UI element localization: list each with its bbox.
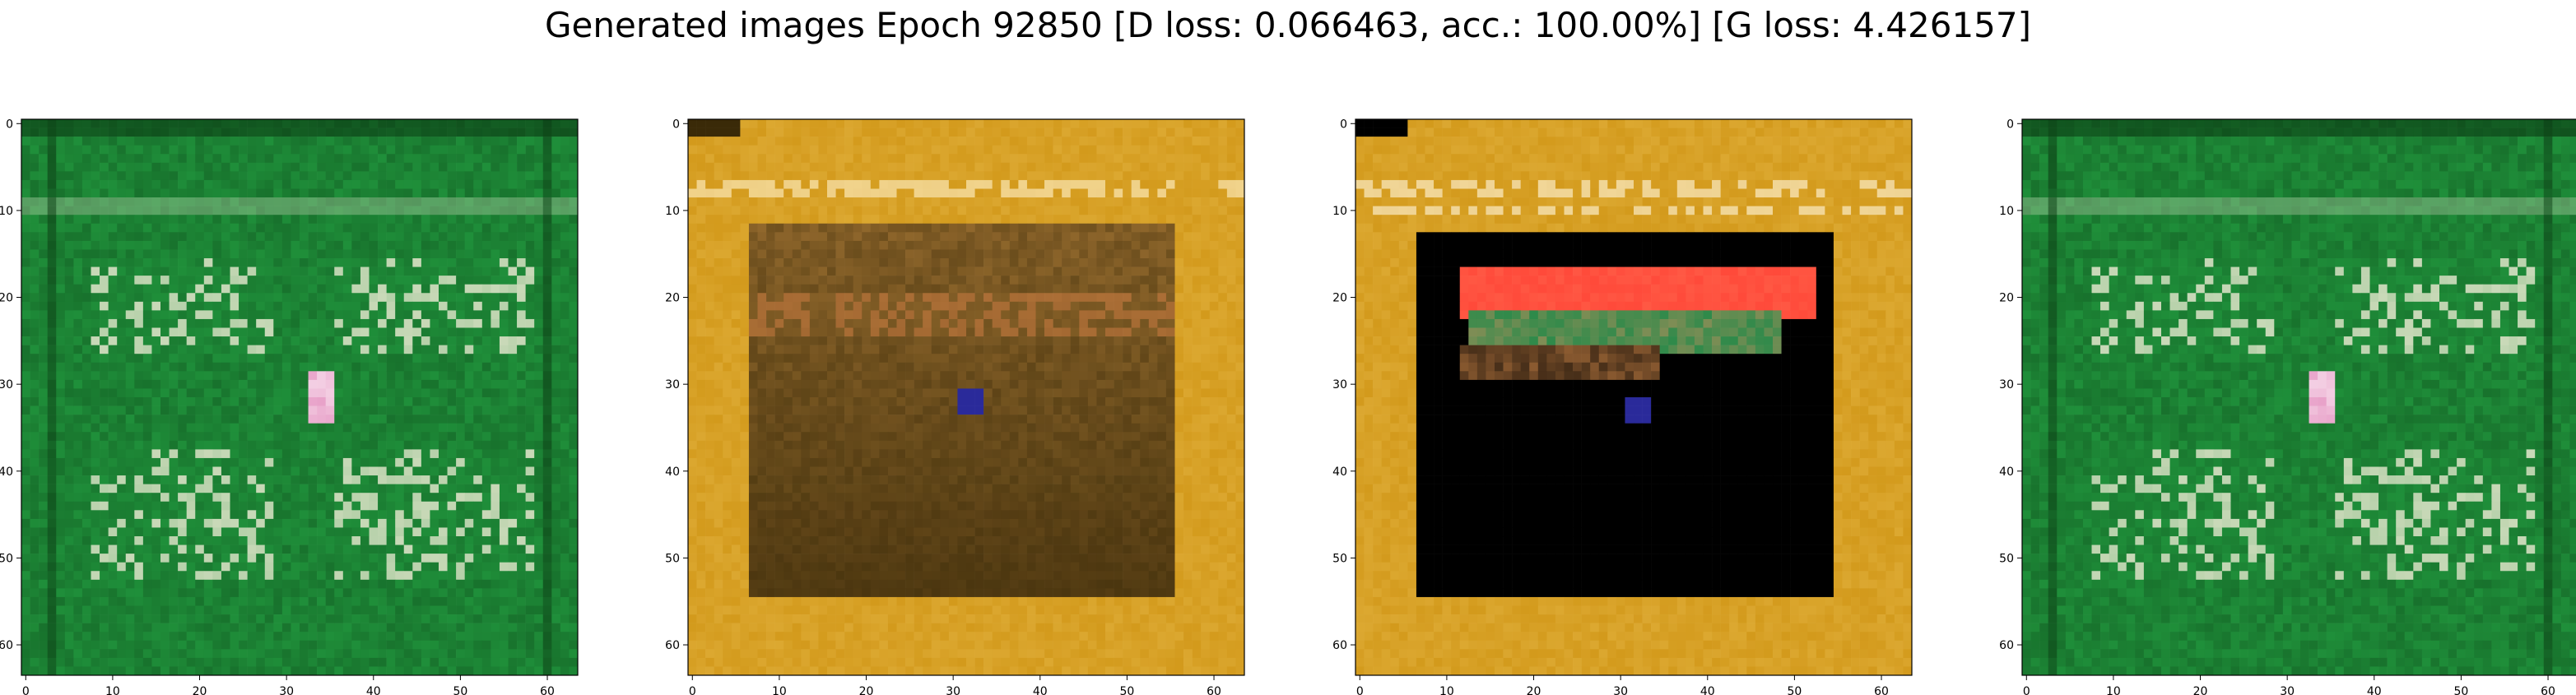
y-tick-label: 40 (665, 466, 680, 479)
image-panel-2: 0 10 20 30 40 50 60 0 10 20 30 40 50 60 (665, 118, 1245, 695)
image-pixels (21, 119, 579, 676)
y-tick-label: 60 (665, 639, 680, 652)
y-tick-label: 10 (1332, 205, 1347, 218)
y-tick-label: 40 (1999, 466, 2014, 479)
y-tick-label: 40 (0, 466, 13, 479)
image-pixels (1355, 119, 1913, 676)
x-tick-label: 50 (1119, 685, 1134, 695)
x-tick-label: 10 (2106, 685, 2121, 695)
axes-frame (687, 118, 1245, 676)
figure-title: Generated images Epoch 92850 [D loss: 0.… (544, 5, 2032, 45)
image-4: 0 10 20 30 40 50 60 0 10 20 30 40 50 60 (1999, 118, 2576, 695)
axes-frame (2021, 118, 2576, 676)
x-tick-label: 40 (2367, 685, 2382, 695)
x-tick-label: 30 (946, 685, 960, 695)
image-pixels (688, 119, 1245, 676)
y-tick-label: 0 (1340, 118, 1347, 131)
y-tick-label: 20 (1999, 292, 2014, 305)
x-tick-label: 0 (22, 685, 30, 695)
x-tick-label: 50 (2453, 685, 2468, 695)
x-tick-label: 30 (1613, 685, 1628, 695)
y-tick-label: 30 (0, 378, 13, 392)
y-tick-label: 50 (1999, 552, 2014, 565)
axes-frame (21, 118, 579, 676)
y-tick-label: 50 (1332, 552, 1347, 565)
x-tick-label: 10 (1439, 685, 1454, 695)
y-tick-label: 0 (2006, 118, 2014, 131)
y-tick-label: 60 (1999, 639, 2014, 652)
y-tick-label: 0 (672, 118, 680, 131)
x-tick-label: 60 (540, 685, 555, 695)
y-tick-label: 30 (1999, 378, 2014, 392)
x-tick-label: 30 (279, 685, 294, 695)
x-tick-label: 10 (772, 685, 787, 695)
x-tick-label: 50 (453, 685, 467, 695)
x-tick-label: 20 (2193, 685, 2208, 695)
axes-frame (1355, 118, 1913, 676)
x-tick-label: 40 (1700, 685, 1715, 695)
x-tick-label: 0 (689, 685, 696, 695)
x-tick-label: 10 (105, 685, 120, 695)
image-panel-1: 0 10 20 30 40 50 60 0 10 20 30 40 50 60 (0, 118, 579, 695)
y-tick-label: 60 (0, 639, 13, 652)
y-tick-label: 0 (6, 118, 13, 131)
y-tick-label: 60 (1332, 639, 1347, 652)
x-tick-label: 0 (2023, 685, 2030, 695)
x-tick-label: 20 (193, 685, 207, 695)
y-tick-label: 10 (665, 205, 680, 218)
x-tick-label: 60 (1874, 685, 1889, 695)
x-tick-label: 50 (1787, 685, 1802, 695)
y-tick-label: 30 (665, 378, 680, 392)
image-panel-4: 0 10 20 30 40 50 60 0 10 20 30 40 50 60 (1999, 118, 2576, 695)
y-tick-label: 50 (0, 552, 13, 565)
x-tick-label: 60 (1207, 685, 1221, 695)
y-tick-label: 50 (665, 552, 680, 565)
image-3: 0 10 20 30 40 50 60 0 10 20 30 40 50 60 (1332, 118, 1913, 695)
x-tick-label: 40 (1033, 685, 1048, 695)
y-tick-label: 40 (1332, 466, 1347, 479)
y-tick-label: 20 (0, 292, 13, 305)
image-pixels (2022, 119, 2576, 676)
x-tick-label: 30 (2280, 685, 2295, 695)
x-tick-label: 20 (859, 685, 874, 695)
x-tick-label: 40 (366, 685, 381, 695)
image-panel-3: 0 10 20 30 40 50 60 0 10 20 30 40 50 60 (1332, 118, 1913, 695)
image-2: 0 10 20 30 40 50 60 0 10 20 30 40 50 60 (665, 118, 1245, 695)
image-1: 0 10 20 30 40 50 60 0 10 20 30 40 50 60 (0, 118, 579, 695)
x-tick-label: 60 (2541, 685, 2555, 695)
y-tick-label: 30 (1332, 378, 1347, 392)
y-tick-label: 20 (1332, 292, 1347, 305)
y-tick-label: 10 (1999, 205, 2014, 218)
x-tick-label: 0 (1356, 685, 1364, 695)
y-tick-label: 20 (665, 292, 680, 305)
y-tick-label: 10 (0, 205, 13, 218)
x-tick-label: 20 (1527, 685, 1541, 695)
